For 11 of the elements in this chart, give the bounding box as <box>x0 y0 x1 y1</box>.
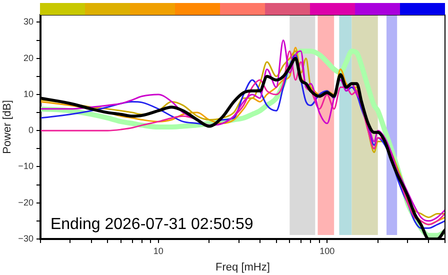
y-tick-label: −20 <box>18 197 34 208</box>
y-tick-label: 20 <box>23 52 34 63</box>
y-axis-title: Power [dB] <box>2 100 14 154</box>
y-tick-label: 10 <box>23 88 34 99</box>
annotation: Ending 2026-07-31 02:50:59 <box>50 216 254 233</box>
x-tick-label: 100 <box>320 246 335 256</box>
y-tick-label: −10 <box>18 161 34 172</box>
y-tick-label: 0 <box>28 125 34 136</box>
y-tick-label: 30 <box>23 16 34 27</box>
x-axis-title: Freq [mHz] <box>216 261 270 274</box>
y-tick-label: −30 <box>18 233 34 244</box>
